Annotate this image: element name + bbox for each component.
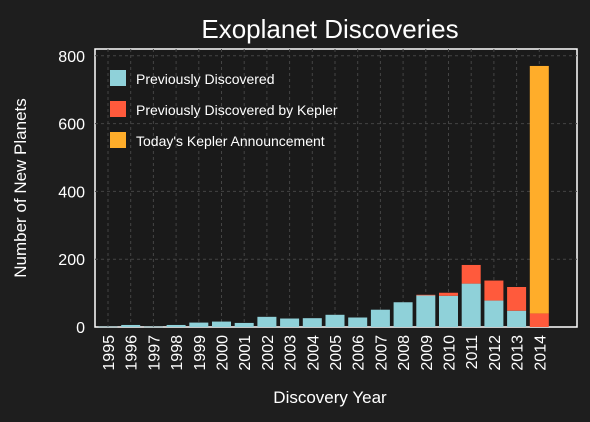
x-tick-label-2000: 2000 xyxy=(215,335,232,371)
bar-1998-series-0 xyxy=(166,324,186,327)
legend-swatch-2 xyxy=(110,132,126,148)
chart-title: Exoplanet Discoveries xyxy=(201,14,458,44)
x-axis-label: Discovery Year xyxy=(273,388,387,407)
x-tick-label-2002: 2002 xyxy=(260,335,277,371)
x-tick-label-2004: 2004 xyxy=(305,335,322,371)
x-tick-label-2014: 2014 xyxy=(532,335,549,371)
bar-2010-series-1 xyxy=(439,292,458,296)
bar-2014-series-2 xyxy=(529,65,549,314)
x-tick-label-2011: 2011 xyxy=(464,335,481,370)
bar-2000-series-0 xyxy=(212,321,231,327)
bar-2009-series-1 xyxy=(416,294,436,296)
bar-2011-series-1 xyxy=(461,264,481,284)
grid-lines xyxy=(95,49,577,327)
bar-2005-series-0 xyxy=(325,314,345,327)
x-tick-label-2010: 2010 xyxy=(442,335,459,371)
legend-label-0: Previously Discovered xyxy=(136,71,275,87)
bar-1995-series-0 xyxy=(98,326,118,328)
bar-2013-series-0 xyxy=(507,310,527,327)
bar-2014-series-1 xyxy=(529,313,549,327)
bar-1996-series-0 xyxy=(121,324,141,327)
bar-2004-series-0 xyxy=(302,318,322,327)
x-tick-label-2005: 2005 xyxy=(328,335,345,371)
bar-2007-series-0 xyxy=(370,309,390,327)
x-tick-label-2009: 2009 xyxy=(419,335,436,371)
x-tick-label-2012: 2012 xyxy=(487,335,504,371)
x-tick-label-2008: 2008 xyxy=(396,335,413,371)
x-tick-label-2007: 2007 xyxy=(373,335,390,371)
bar-2002-series-0 xyxy=(257,316,277,327)
bar-1997-series-0 xyxy=(143,326,163,328)
legend-swatch-1 xyxy=(110,101,126,117)
x-tick-label-1998: 1998 xyxy=(169,335,186,371)
bar-2010-series-0 xyxy=(439,295,458,327)
bar-2001-series-0 xyxy=(234,322,254,327)
bar-1999-series-0 xyxy=(189,322,209,327)
y-tick-label-600: 600 xyxy=(58,117,85,134)
y-axis-label: Number of New Planets xyxy=(11,98,30,278)
x-tick-label-2003: 2003 xyxy=(283,335,300,371)
legend-label-1: Previously Discovered by Kepler xyxy=(136,102,338,118)
x-tick-label-1995: 1995 xyxy=(101,335,118,371)
plot-area xyxy=(94,48,578,328)
legend-swatch-0 xyxy=(110,70,126,86)
legend-label-2: Today's Kepler Announcement xyxy=(136,133,325,149)
x-tick-label-1997: 1997 xyxy=(146,335,163,371)
bar-2006-series-0 xyxy=(348,317,368,327)
bar-2009-series-0 xyxy=(416,295,436,327)
bars xyxy=(98,65,549,328)
bar-2012-series-1 xyxy=(484,280,504,301)
bar-2003-series-0 xyxy=(280,318,300,327)
x-tick-label-1999: 1999 xyxy=(192,335,209,371)
x-tick-label-2013: 2013 xyxy=(510,335,527,371)
bar-2013-series-1 xyxy=(507,286,527,311)
y-tick-label-400: 400 xyxy=(58,184,85,201)
y-tick-label-0: 0 xyxy=(76,320,85,337)
y-tick-label-800: 800 xyxy=(58,49,85,66)
x-tick-label-2001: 2001 xyxy=(237,335,254,371)
x-tick-label-1996: 1996 xyxy=(124,335,141,371)
bar-2008-series-0 xyxy=(393,302,413,327)
bar-2011-series-0 xyxy=(461,283,481,327)
bar-2012-series-0 xyxy=(484,300,504,327)
y-tick-labels: 0 200 400 600 800 xyxy=(58,49,85,337)
x-tick-labels: 1995 1996 1997 1998 1999 2000 2001 2002 2003 2004… xyxy=(101,335,549,371)
y-tick-label-200: 200 xyxy=(58,252,85,269)
x-tick-label-2006: 2006 xyxy=(351,335,368,371)
legend: Previously Discovered Previously Discover… xyxy=(110,70,338,149)
